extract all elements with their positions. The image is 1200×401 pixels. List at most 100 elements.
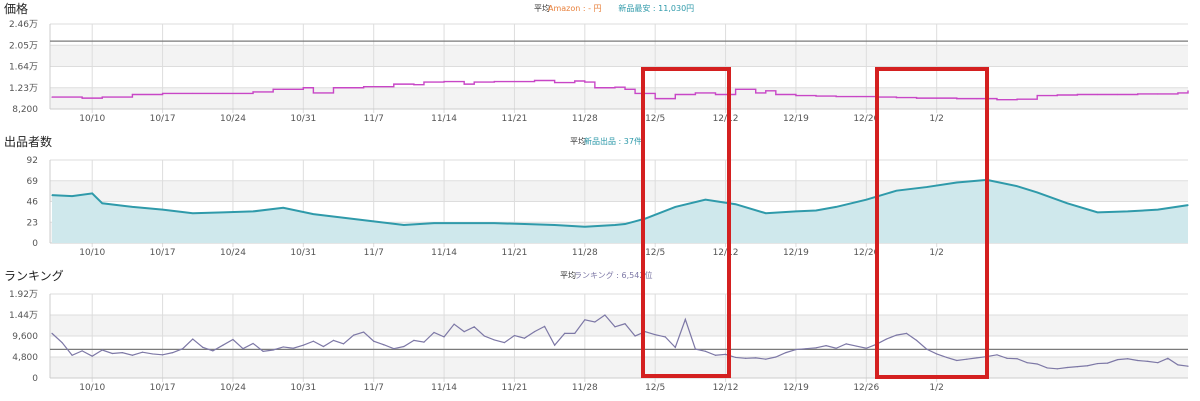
ranking-data-point	[664, 336, 666, 338]
sellers-data-point	[71, 195, 73, 197]
price-data-point	[624, 88, 626, 90]
ranking-data-point	[312, 340, 314, 342]
ranking-data-point	[232, 338, 234, 341]
ranking-data-point	[905, 332, 908, 334]
price-data-point	[936, 97, 938, 99]
sellers-x-tick-label: 1/2	[929, 248, 943, 258]
price-data-point	[493, 80, 495, 83]
price-data-point	[473, 81, 475, 83]
ranking-data-point	[182, 348, 184, 350]
sellers-data-point	[373, 220, 375, 222]
price-data-point	[393, 83, 395, 85]
sellers-data-point	[101, 202, 103, 204]
price-data-point	[513, 80, 516, 83]
ranking-data-point	[363, 331, 365, 333]
ranking-data-point	[111, 352, 113, 355]
price-data-point	[554, 81, 556, 84]
sellers-data-point	[252, 210, 254, 213]
ranking-data-point	[523, 337, 526, 339]
ranking-band	[50, 357, 1188, 378]
ranking-x-tick-label: 10/17	[150, 383, 176, 393]
ranking-data-point	[624, 323, 626, 325]
price-legend-item: 新品最安 : 11,030円	[618, 3, 694, 13]
price-data-point	[775, 93, 777, 96]
ranking-data-point	[574, 332, 576, 334]
ranking-data-point	[885, 338, 888, 340]
ranking-data-point	[1046, 367, 1048, 369]
sellers-x-tick-label: 12/12	[713, 248, 739, 258]
sellers-data-point	[222, 211, 224, 213]
price-data-point	[976, 98, 978, 100]
sellers-x-tick-label: 11/14	[431, 248, 457, 258]
sellers-data-point	[91, 192, 93, 194]
ranking-x-tick-label: 11/28	[572, 383, 598, 393]
ranking-data-point	[71, 354, 73, 356]
ranking-data-point	[383, 344, 385, 346]
price-data-point	[312, 92, 314, 94]
price-data-point	[1117, 93, 1119, 96]
price-data-point	[363, 86, 365, 88]
price-data-point	[815, 95, 817, 97]
ranking-data-point	[101, 349, 103, 351]
price-band	[50, 87, 1188, 109]
ranking-data-point	[936, 353, 938, 355]
price-data-point	[895, 96, 898, 99]
price-x-tick-label: 12/26	[853, 114, 879, 124]
ranking-data-point	[1167, 357, 1169, 359]
price-data-point	[835, 95, 837, 98]
ranking-data-point	[1187, 365, 1189, 367]
ranking-data-point	[513, 334, 516, 337]
sellers-legend-avg: 平均	[570, 136, 586, 146]
ranking-data-point	[141, 351, 144, 353]
ranking-data-point	[765, 358, 767, 360]
price-data-point	[252, 91, 254, 93]
price-data-point	[584, 81, 586, 83]
price-data-point	[131, 93, 134, 96]
ranking-data-point	[1016, 358, 1018, 360]
price-data-point	[423, 81, 425, 83]
price-data-point	[714, 93, 717, 96]
sellers-data-point	[1157, 209, 1159, 211]
price-data-point	[1177, 92, 1179, 94]
sellers-data-point	[865, 199, 867, 201]
ranking-data-point	[91, 355, 93, 357]
sellers-data-point	[1016, 185, 1018, 187]
ranking-data-point	[805, 348, 807, 350]
sellers-data-point	[1066, 202, 1068, 204]
ranking-data-point	[393, 348, 395, 350]
ranking-data-point	[473, 326, 475, 328]
ranking-y-tick-label: 9,600	[12, 332, 38, 342]
ranking-data-point	[1066, 366, 1068, 369]
ranking-data-point	[332, 339, 335, 341]
sellers-y-tick-label: 69	[27, 177, 39, 187]
ranking-data-point	[292, 347, 294, 349]
ranking-data-point	[795, 348, 797, 351]
price-data-point	[1187, 90, 1189, 92]
ranking-data-point	[694, 348, 696, 350]
sellers-data-point	[282, 207, 284, 209]
ranking-data-point	[342, 343, 345, 345]
price-data-point	[1016, 98, 1018, 100]
price-data-point	[694, 92, 696, 94]
sellers-data-point	[835, 206, 837, 208]
sellers-data-point	[614, 224, 616, 226]
sellers-x-tick-label: 11/28	[572, 248, 598, 258]
ranking-data-point	[453, 323, 455, 325]
ranking-data-point	[61, 341, 63, 344]
ranking-data-point	[121, 352, 123, 354]
sellers-data-point	[403, 224, 405, 226]
ranking-x-tick-label: 1/2	[929, 383, 943, 393]
ranking-x-tick-label: 10/31	[290, 383, 316, 393]
ranking-y-tick-label: 0	[32, 374, 38, 384]
sellers-data-point	[795, 210, 797, 213]
ranking-data-point	[735, 356, 737, 359]
price-data-point	[915, 97, 918, 99]
ranking-data-point	[262, 350, 264, 352]
ranking-data-point	[1096, 362, 1099, 365]
ranking-data-point	[674, 346, 676, 348]
ranking-data-point	[785, 352, 787, 354]
ranking-chart-title: ランキング	[4, 269, 64, 283]
ranking-data-point	[845, 343, 847, 345]
price-data-point	[594, 87, 596, 89]
